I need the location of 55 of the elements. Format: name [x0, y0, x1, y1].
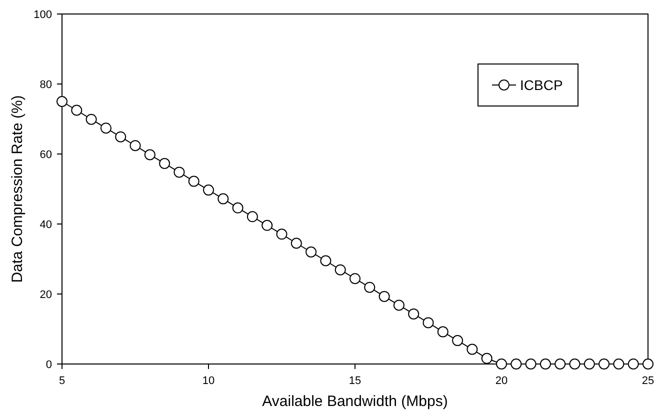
- point: [276, 228, 288, 240]
- x-tick-label: 25: [642, 375, 654, 387]
- point: [393, 300, 404, 311]
- point: [262, 220, 273, 231]
- y-tick-label: 100: [34, 8, 52, 21]
- y-axis-title: Data Compression Rate (%): [9, 95, 26, 283]
- x-axis-title: Available Bandwidth (Mbps): [262, 393, 448, 410]
- point: [598, 358, 610, 370]
- point: [437, 326, 448, 338]
- point: [525, 358, 536, 370]
- point: [422, 317, 434, 328]
- point: [408, 308, 420, 320]
- point: [584, 358, 595, 370]
- point: [466, 344, 478, 355]
- point: [100, 122, 112, 134]
- point: [554, 358, 566, 370]
- point: [203, 184, 214, 196]
- legend-label: ICBCP: [520, 76, 563, 93]
- x-tick-label: 10: [202, 375, 215, 387]
- point: [364, 282, 376, 293]
- point: [246, 211, 258, 222]
- y-tick-label: 20: [40, 288, 52, 301]
- point: [628, 358, 639, 370]
- point: [144, 149, 156, 160]
- point: [86, 114, 97, 125]
- point: [306, 246, 317, 258]
- x-tick-label: 15: [348, 375, 362, 387]
- point: [481, 352, 492, 364]
- point: [540, 358, 551, 370]
- y-tick-label: 80: [40, 78, 52, 91]
- point: [130, 140, 141, 152]
- y-tick-label: 40: [40, 218, 52, 231]
- point: [188, 176, 200, 187]
- point: [378, 290, 390, 302]
- x-tick-label: 5: [58, 375, 66, 387]
- point: [290, 238, 302, 249]
- point: [56, 96, 68, 107]
- point: [452, 335, 464, 346]
- point: [218, 193, 229, 204]
- point: [71, 104, 82, 116]
- point: [642, 358, 654, 370]
- point: [232, 202, 244, 214]
- point: [174, 166, 185, 178]
- y-tick-label: 60: [40, 148, 52, 161]
- x-tick-label: 20: [495, 375, 508, 387]
- point: [569, 358, 580, 370]
- y-tick-label: 0: [46, 358, 52, 371]
- point: [115, 131, 126, 142]
- point: [159, 158, 170, 169]
- point: [334, 264, 346, 276]
- point: [320, 255, 332, 266]
- point: [350, 273, 360, 284]
- point: [510, 358, 522, 370]
- point: [496, 358, 507, 370]
- point: [613, 358, 624, 370]
